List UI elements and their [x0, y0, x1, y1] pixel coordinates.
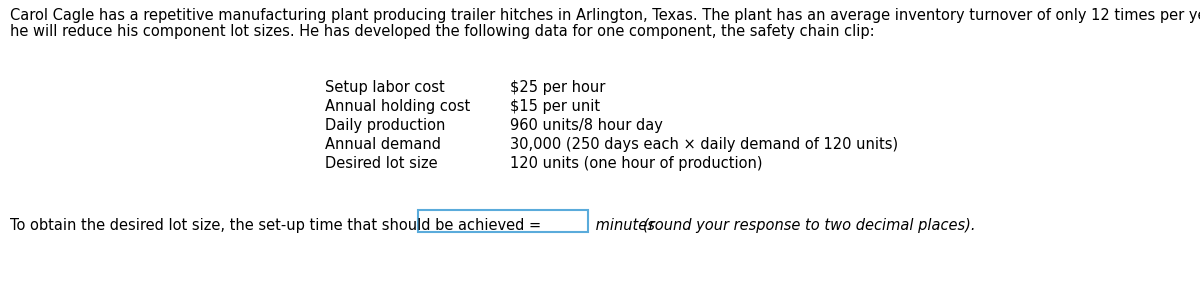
FancyBboxPatch shape [418, 210, 588, 232]
Text: Setup labor cost: Setup labor cost [325, 80, 445, 95]
Text: $15 per unit: $15 per unit [510, 99, 600, 114]
Text: $25 per hour: $25 per hour [510, 80, 605, 95]
Text: To obtain the desired lot size, the set-up time that should be achieved =: To obtain the desired lot size, the set-… [10, 218, 541, 233]
Text: Carol Cagle has a repetitive manufacturing plant producing trailer hitches in Ar: Carol Cagle has a repetitive manufacturi… [10, 8, 1200, 23]
Text: 960 units/8 hour day: 960 units/8 hour day [510, 118, 662, 133]
Text: 120 units (one hour of production): 120 units (one hour of production) [510, 156, 762, 171]
Text: he will reduce his component lot sizes. He has developed the following data for : he will reduce his component lot sizes. … [10, 24, 875, 39]
Text: Desired lot size: Desired lot size [325, 156, 438, 171]
Text: 30,000 (250 days each × daily demand of 120 units): 30,000 (250 days each × daily demand of … [510, 137, 898, 152]
Text: minutes: minutes [592, 218, 660, 233]
Text: Annual demand: Annual demand [325, 137, 442, 152]
Text: (round your response to two decimal places).: (round your response to two decimal plac… [643, 218, 976, 233]
Text: Daily production: Daily production [325, 118, 445, 133]
Text: Annual holding cost: Annual holding cost [325, 99, 470, 114]
